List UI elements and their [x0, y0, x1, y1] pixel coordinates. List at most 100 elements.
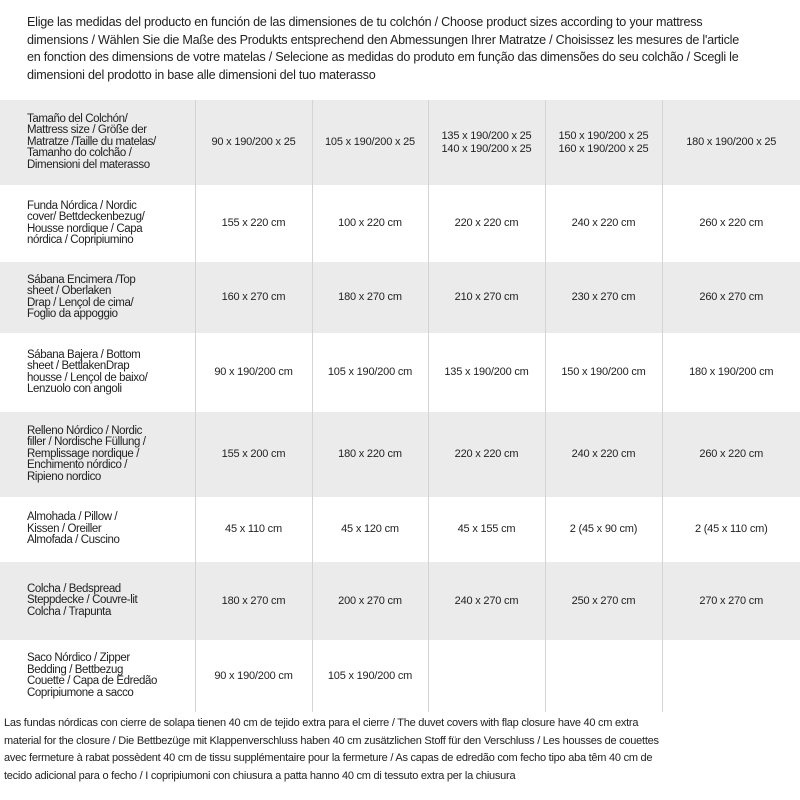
size-cell: 105 x 190/200 cm	[311, 333, 428, 412]
cell-line: Matratze /Taille du matelas/	[27, 135, 156, 148]
size-cell: 220 x 220 cm	[427, 185, 545, 262]
table-row: Almohada / Pillow / Kissen / Oreiller Almo…	[0, 497, 800, 562]
cell-line: 220 x 220 cm	[454, 448, 519, 460]
size-cell: 240 x 220 cm	[544, 412, 662, 497]
cell-line: 270 x 270 cm	[699, 594, 764, 607]
cell-line: 210 x 270 cm	[454, 291, 519, 303]
cell-line: Almofada / Cuscino	[27, 534, 120, 547]
cell-line: Saco Nórdico / Zipper	[27, 652, 130, 664]
size-cell: 180 x 270 cm	[194, 562, 312, 640]
cell-line: Couette / Capa de Edredão	[27, 675, 158, 687]
cell-line: nórdica / Copripiumino	[27, 234, 134, 246]
cell-line: Almohada / Pillow /	[27, 511, 118, 524]
size-cell: 150 x 190/200 cm	[544, 333, 662, 412]
size-cell: 240 x 220 cm	[544, 185, 662, 262]
size-cell: 160 x 270 cm	[194, 262, 312, 333]
cell-line: Funda Nórdica / Nordic	[27, 199, 137, 212]
cell-line: 180 x 190/200 x 25	[686, 136, 777, 148]
cell-line: 105 x 190/200 cm	[327, 669, 413, 682]
size-cell: 250 x 270 cm	[544, 562, 662, 640]
size-cell: 90 x 190/200 x 25	[194, 100, 312, 185]
header: Elige las medidas del producto en funció…	[27, 14, 797, 84]
cell-line: sheet / BettlakenDrap	[27, 360, 130, 372]
cell-line: 200 x 270 cm	[338, 594, 402, 607]
footer: Las fundas nórdicas con cierre de solapa…	[4, 715, 796, 785]
cell-line: 240 x 220 cm	[571, 448, 636, 460]
cell-line: 140 x 190/200 x 25	[441, 142, 532, 155]
row-label: Almohada / Pillow / Kissen / Oreiller Almo…	[0, 497, 195, 562]
cell-line: 155 x 200 cm	[221, 448, 286, 460]
cell-line: 2 (45 x 90 cm)	[569, 523, 638, 535]
footer-line: avec fermeture à rabat possèdent 40 cm d…	[4, 752, 653, 764]
table-row: Colcha / Bedspread Steppdecke / Couvre-li…	[0, 562, 800, 640]
size-cell: 240 x 270 cm	[427, 562, 545, 640]
cell-line: housse / Lençol de baixo/	[27, 371, 148, 384]
cell-line: 220 x 220 cm	[454, 217, 519, 229]
header-line: dimensioni del prodotto in base alle dim…	[27, 67, 376, 82]
cell-line: 45 x 120 cm	[341, 523, 399, 535]
cell-line: Dimensioni del materasso	[27, 158, 150, 171]
row-label: Sábana Bajera / Bottom sheet / BettlakenD…	[0, 333, 195, 412]
header-line: dimensions / Wählen Sie die Maße des Pro…	[27, 32, 739, 47]
row-label: Relleno Nórdico / Nordic filler / Nordisc…	[0, 412, 195, 497]
size-cell: 105 x 190/200 cm	[311, 640, 428, 712]
cell-line: 45 x 155 cm	[457, 523, 516, 535]
table-row: Tamaño del Colchón/Mattress size / Größe…	[0, 100, 800, 185]
cell-line: Enchimento nórdico /	[27, 459, 128, 472]
cell-line: 135 x 190/200 x 25	[441, 129, 532, 142]
cell-line: 160 x 190/200 x 25	[558, 142, 649, 155]
size-cell: 150 x 190/200 x 25 160 x 190/200 x 25	[544, 100, 662, 185]
cell-line: Tamanho do colchão /	[27, 147, 132, 160]
cell-line: 135 x 190/200 cm	[444, 366, 529, 378]
size-cell: 270 x 270 cm	[661, 562, 800, 640]
cell-line: Kissen / Oreiller	[27, 522, 102, 535]
cell-line: Drap / Lençol de cima/	[27, 296, 134, 309]
size-cell: 260 x 220 cm	[661, 185, 800, 262]
row-label: Funda Nórdica / Nordic cover/ Bettdeckenb…	[0, 185, 195, 262]
cell-line: 180 x 270 cm	[221, 594, 286, 607]
cell-line: Relleno Nórdico / Nordic	[27, 424, 143, 437]
footer-line: material for the closure / Die Bettbezüg…	[4, 734, 659, 747]
size-cell: 260 x 220 cm	[661, 412, 800, 497]
size-cell	[661, 640, 800, 712]
size-cell: 180 x 190/200 x 25	[661, 100, 800, 185]
size-cell: 155 x 220 cm	[194, 185, 312, 262]
table-row: Funda Nórdica / Nordic cover/ Bettdeckenb…	[0, 185, 800, 262]
size-cell: 45 x 155 cm	[427, 497, 545, 562]
size-cell: 2 (45 x 110 cm)	[661, 497, 800, 562]
cell-line: Copripiumone a sacco	[27, 686, 134, 699]
size-cell: 135 x 190/200 cm	[427, 333, 545, 412]
cell-line: 160 x 270 cm	[221, 291, 286, 303]
size-cell: 100 x 220 cm	[311, 185, 428, 262]
size-cell: 210 x 270 cm	[427, 262, 545, 333]
size-cell: 155 x 200 cm	[194, 412, 312, 497]
cell-line: 2 (45 x 110 cm)	[694, 523, 768, 535]
footer-line: Las fundas nórdicas con cierre de solapa…	[4, 717, 639, 729]
cell-line: Housse nordique / Capa	[27, 222, 143, 235]
cell-line: Ripieno nordico	[27, 470, 101, 483]
cell-line: 100 x 220 cm	[338, 217, 402, 229]
table-row: Sábana Encimera /Top sheet / Oberlaken Dra…	[0, 262, 800, 333]
cell-line: 90 x 190/200 x 25	[211, 136, 296, 148]
size-cell	[427, 640, 545, 712]
size-cell: 2 (45 x 90 cm)	[544, 497, 662, 562]
cell-line: 105 x 190/200 x 25	[325, 136, 415, 148]
size-cell: 230 x 270 cm	[544, 262, 662, 333]
size-cell: 90 x 190/200 cm	[194, 333, 312, 412]
size-cell: 200 x 270 cm	[311, 562, 428, 640]
size-cell: 90 x 190/200 cm	[194, 640, 312, 712]
table-row: Sábana Bajera / Bottom sheet / BettlakenD…	[0, 333, 800, 412]
size-cell: 135 x 190/200 x 25 140 x 190/200 x 25	[427, 100, 545, 185]
row-label: Colcha / Bedspread Steppdecke / Couvre-li…	[0, 562, 195, 640]
size-cell: 260 x 270 cm	[661, 262, 800, 333]
cell-line: Colcha / Trapunta	[27, 605, 111, 618]
cell-line: Colcha / Bedspread	[27, 582, 121, 595]
cell-line: Tamaño del Colchón/	[27, 112, 128, 125]
cell-line: 240 x 220 cm	[571, 217, 636, 229]
cell-line: 230 x 270 cm	[571, 291, 636, 303]
header-line: Elige las medidas del producto en funció…	[27, 15, 703, 29]
header-line: en fonction des dimensions de votre mate…	[27, 50, 739, 64]
cell-line: 250 x 270 cm	[571, 594, 636, 607]
cell-line: 105 x 190/200 cm	[327, 366, 413, 378]
cell-line: Sábana Bajera / Bottom	[27, 348, 141, 361]
